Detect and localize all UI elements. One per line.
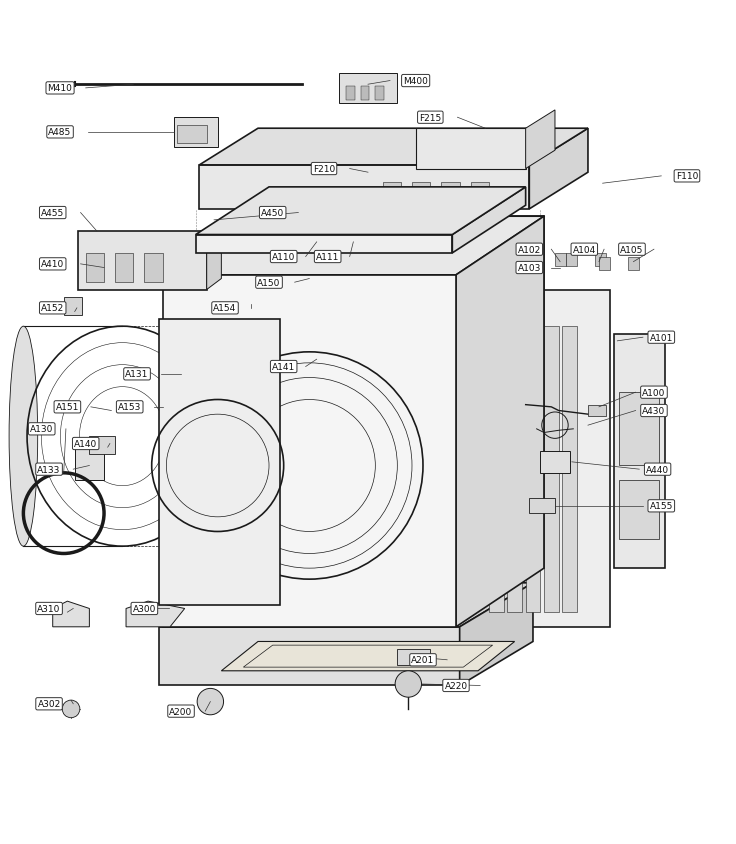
- Polygon shape: [460, 583, 533, 685]
- Polygon shape: [199, 165, 529, 209]
- Text: M400: M400: [403, 77, 428, 86]
- Text: A104: A104: [573, 246, 596, 254]
- Text: F110: F110: [676, 172, 698, 181]
- Polygon shape: [196, 187, 526, 235]
- Text: A110: A110: [272, 252, 295, 262]
- Text: A140: A140: [74, 440, 97, 448]
- Bar: [470, 183, 489, 199]
- Text: A410: A410: [41, 260, 64, 269]
- Text: A300: A300: [132, 604, 156, 614]
- Text: A485: A485: [49, 128, 71, 138]
- Text: A101: A101: [650, 333, 673, 343]
- Bar: [442, 183, 460, 199]
- Polygon shape: [526, 327, 540, 613]
- Polygon shape: [397, 649, 431, 665]
- Text: A201: A201: [411, 656, 435, 664]
- Bar: [346, 87, 355, 101]
- Polygon shape: [163, 275, 456, 627]
- Circle shape: [395, 671, 422, 697]
- Text: A151: A151: [56, 403, 79, 412]
- Bar: [78, 231, 207, 290]
- Polygon shape: [544, 327, 559, 613]
- Text: F215: F215: [420, 114, 442, 122]
- Polygon shape: [529, 129, 588, 209]
- Bar: [629, 258, 640, 271]
- Polygon shape: [196, 235, 453, 253]
- Text: A220: A220: [445, 681, 467, 690]
- Polygon shape: [199, 129, 588, 165]
- Bar: [75, 444, 104, 480]
- Bar: [540, 452, 570, 473]
- Polygon shape: [507, 327, 522, 613]
- Text: A131: A131: [125, 370, 149, 379]
- Text: A310: A310: [38, 604, 61, 614]
- Text: A150: A150: [258, 279, 280, 287]
- Bar: [566, 253, 577, 267]
- Polygon shape: [159, 583, 533, 627]
- Text: A455: A455: [41, 208, 64, 218]
- Bar: [416, 129, 526, 170]
- Bar: [555, 253, 566, 267]
- Text: A100: A100: [643, 388, 665, 398]
- Text: A200: A200: [169, 706, 193, 716]
- Text: A141: A141: [272, 363, 295, 371]
- Bar: [361, 87, 369, 101]
- Bar: [620, 480, 659, 539]
- Text: A450: A450: [261, 208, 284, 218]
- Bar: [375, 87, 384, 101]
- Polygon shape: [453, 187, 526, 253]
- Bar: [412, 183, 431, 199]
- Bar: [115, 253, 133, 283]
- Polygon shape: [159, 627, 460, 685]
- Text: A133: A133: [38, 465, 61, 474]
- Text: A430: A430: [643, 407, 665, 415]
- Bar: [174, 118, 218, 148]
- Text: A102: A102: [517, 246, 541, 254]
- Bar: [144, 253, 163, 283]
- Text: F210: F210: [313, 165, 335, 174]
- Bar: [339, 74, 397, 104]
- Text: M410: M410: [48, 84, 72, 94]
- Polygon shape: [207, 220, 222, 290]
- Text: A105: A105: [620, 246, 644, 254]
- Bar: [85, 253, 104, 283]
- Bar: [529, 499, 555, 513]
- Bar: [474, 290, 610, 627]
- Text: A152: A152: [41, 304, 64, 313]
- Bar: [588, 405, 606, 416]
- Bar: [595, 253, 606, 267]
- Polygon shape: [53, 602, 89, 627]
- Ellipse shape: [9, 327, 38, 547]
- Text: A130: A130: [30, 425, 54, 434]
- Polygon shape: [456, 217, 544, 627]
- Bar: [614, 334, 665, 569]
- Bar: [620, 392, 659, 466]
- Polygon shape: [222, 641, 514, 671]
- Circle shape: [197, 689, 224, 715]
- Bar: [177, 126, 207, 143]
- Bar: [64, 297, 82, 316]
- Polygon shape: [163, 217, 544, 275]
- Text: A440: A440: [646, 465, 669, 474]
- Polygon shape: [562, 327, 577, 613]
- Text: A302: A302: [38, 700, 60, 708]
- Text: A153: A153: [118, 403, 141, 412]
- Polygon shape: [526, 111, 555, 170]
- Circle shape: [63, 701, 79, 718]
- Polygon shape: [489, 327, 503, 613]
- Bar: [599, 258, 610, 271]
- Text: A111: A111: [316, 252, 339, 262]
- Text: A155: A155: [650, 501, 673, 511]
- Text: A103: A103: [517, 263, 541, 273]
- Polygon shape: [159, 320, 280, 605]
- Bar: [89, 436, 115, 455]
- Polygon shape: [126, 602, 185, 627]
- Text: A154: A154: [213, 304, 237, 313]
- Bar: [383, 183, 401, 199]
